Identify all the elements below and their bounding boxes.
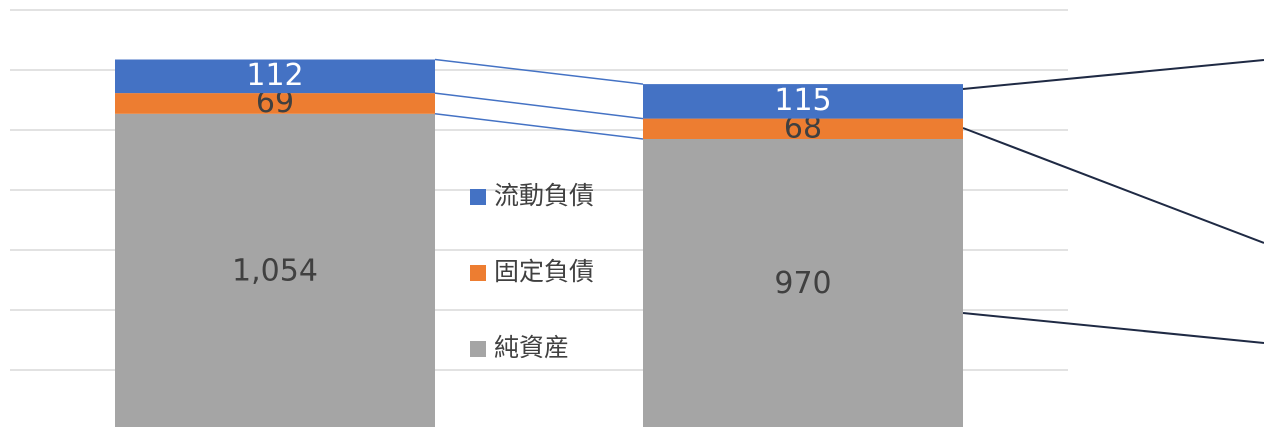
bar-segment (643, 118, 963, 139)
series-line (434, 92, 644, 120)
data-label: 115 (774, 83, 831, 118)
bar-segment (115, 59, 435, 94)
legend-swatch (470, 265, 486, 281)
legend-label: 固定負債 (494, 257, 594, 286)
data-label: 112 (246, 58, 303, 93)
bar-segment (643, 139, 963, 427)
bar-segment (115, 93, 435, 114)
legend-label: 流動負債 (494, 181, 594, 210)
series-line (434, 113, 644, 140)
data-label: 1,054 (232, 253, 318, 288)
leader-line (962, 59, 1264, 90)
legend-swatch (470, 189, 486, 205)
legend-label: 純資産 (494, 333, 569, 362)
leader-line (962, 127, 1264, 244)
leader-line (962, 312, 1264, 344)
leader-lines (962, 59, 1264, 344)
legend-swatch (470, 341, 486, 357)
bar-segment (643, 84, 963, 119)
data-label: 970 (774, 266, 831, 301)
series-line (434, 58, 644, 85)
bar-segment (115, 113, 435, 427)
